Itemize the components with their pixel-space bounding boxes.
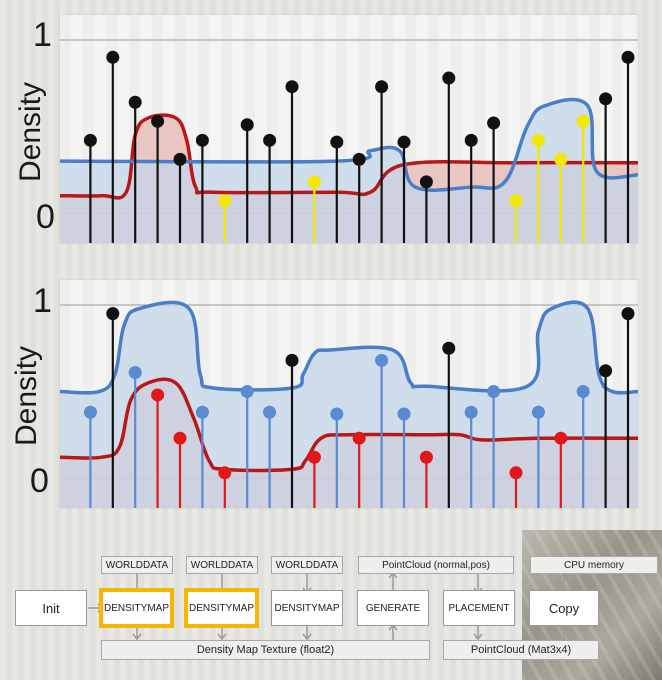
top-density-chart — [60, 15, 638, 243]
stem-point-15 — [419, 450, 433, 464]
densitymap-box-1: DENSITYMAP — [99, 588, 174, 628]
series-area-1 — [60, 302, 638, 508]
stem-point-8 — [263, 133, 277, 147]
stem-point-15 — [419, 175, 433, 189]
stem-point-19 — [509, 466, 523, 480]
copy-box: Copy — [529, 590, 599, 626]
worlddata-box-2: WORLDDATA — [186, 556, 258, 574]
bottom-density-chart — [60, 280, 638, 508]
stem-point-5 — [195, 405, 209, 419]
stem-point-24 — [621, 307, 635, 321]
stem-point-20 — [531, 133, 545, 147]
stem-point-6 — [218, 466, 232, 480]
stem-point-16 — [442, 71, 456, 85]
stem-point-10 — [307, 450, 321, 464]
stem-point-19 — [509, 194, 523, 208]
stem-point-17 — [464, 133, 478, 147]
top-ytick-1: 1 — [33, 16, 52, 54]
density-map-texture-box: Density Map Texture (float2) — [101, 640, 430, 660]
stem-point-3 — [151, 388, 165, 402]
stem-point-0 — [83, 133, 97, 147]
stem-point-1 — [106, 307, 120, 321]
densitymap-box-2: DENSITYMAP — [184, 588, 259, 628]
stem-point-11 — [330, 407, 344, 421]
cpu-memory-box: CPU memory — [530, 556, 658, 574]
top-chart-svg — [60, 39, 638, 243]
stem-point-23 — [599, 364, 613, 378]
stem-point-14 — [397, 407, 411, 421]
placement-box: PLACEMENT — [443, 590, 515, 626]
stem-point-16 — [442, 341, 456, 355]
stem-point-23 — [599, 92, 613, 106]
bottom-ytick-0: 0 — [30, 462, 49, 500]
series-line-0 — [60, 113, 638, 200]
stem-point-12 — [352, 431, 366, 445]
init-box: Init — [15, 590, 87, 626]
stem-point-2 — [128, 95, 142, 109]
stem-point-5 — [195, 133, 209, 147]
pointcloud-normal-pos-box: PointCloud (normal,pos) — [358, 556, 514, 574]
densitymap-box-3: DENSITYMAP — [271, 590, 343, 626]
stem-point-18 — [487, 385, 501, 398]
stem-point-9 — [285, 80, 299, 94]
stem-point-20 — [531, 405, 545, 419]
stem-point-22 — [576, 114, 590, 128]
stem-point-1 — [106, 50, 120, 64]
stem-point-7 — [240, 385, 254, 398]
worlddata-box-1: WORLDDATA — [101, 556, 173, 574]
stem-point-8 — [263, 405, 277, 419]
bottom-chart-svg — [60, 300, 638, 508]
stem-point-21 — [554, 431, 568, 445]
stem-point-0 — [83, 405, 97, 419]
worlddata-box-3: WORLDDATA — [271, 556, 343, 574]
stem-point-4 — [173, 152, 187, 166]
pointcloud-mat-box: PointCloud (Mat3x4) — [443, 640, 599, 660]
stem-point-3 — [151, 114, 165, 128]
stem-point-9 — [285, 353, 299, 367]
stem-point-18 — [487, 116, 501, 130]
stem-point-13 — [375, 353, 389, 367]
top-ylabel: Density — [14, 81, 47, 182]
stem-point-12 — [352, 152, 366, 166]
bottom-ytick-1: 1 — [33, 282, 52, 320]
stem-point-14 — [397, 135, 411, 149]
series-line-1 — [60, 300, 638, 395]
stem-point-21 — [554, 152, 568, 166]
stem-point-4 — [173, 431, 187, 445]
stem-point-7 — [240, 118, 254, 132]
bottom-ylabel: Density — [10, 345, 43, 446]
stem-point-13 — [375, 80, 389, 94]
series-line-0 — [60, 377, 638, 473]
stem-point-11 — [330, 135, 344, 149]
top-ytick-0: 0 — [36, 198, 55, 236]
stem-point-10 — [307, 175, 321, 189]
stem-point-17 — [464, 405, 478, 419]
generate-box: GENERATE — [357, 590, 429, 626]
stem-point-24 — [621, 50, 635, 64]
stem-point-2 — [128, 365, 142, 379]
stem-point-6 — [218, 194, 232, 208]
stem-point-22 — [576, 385, 590, 398]
